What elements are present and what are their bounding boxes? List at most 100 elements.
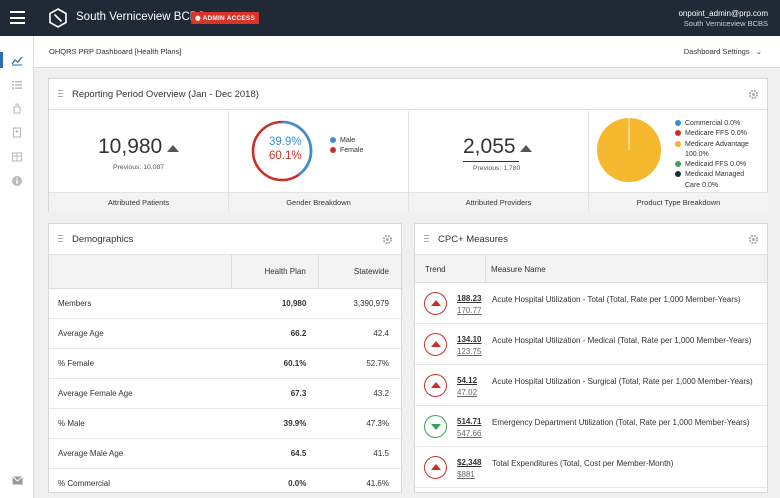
female-percent: 60.1%: [269, 150, 302, 162]
table-icon[interactable]: [11, 151, 23, 163]
providers-value: 2,055: [463, 135, 516, 158]
trend-indicator-icon: [424, 456, 447, 479]
row-label: % Male: [49, 408, 232, 439]
female-dot-icon: [330, 147, 336, 154]
legend-male: Male: [330, 136, 363, 146]
measure-row[interactable]: 134.10 123.75 Acute Hospital Utilization -…: [415, 324, 767, 365]
trend-indicator-icon: [424, 415, 447, 438]
measure-row[interactable]: $2,348 $881 Total Expenditures (Total, Cos…: [415, 447, 767, 488]
measure-name: Total Expenditures (Total, Cost per Memb…: [492, 459, 674, 468]
row-label: Members: [49, 288, 232, 319]
table-row: Average Male Age 64.5 41.5: [49, 438, 401, 469]
measure-name: Emergency Department Utilization (Total,…: [492, 418, 750, 427]
measure-previous-value[interactable]: 123.75: [457, 347, 482, 356]
health-plan-value: 39.9%: [231, 408, 319, 439]
list-icon[interactable]: [11, 79, 23, 91]
row-label: Average Female Age: [49, 378, 232, 409]
measure-current-value[interactable]: 134.10: [457, 335, 482, 344]
legend-item: Medicaid Managed: [675, 170, 749, 180]
measure-previous-value[interactable]: 47.02: [457, 388, 478, 397]
admin-access-badge: ◉ ADMIN ACCESS: [191, 12, 259, 24]
arrow-up-icon: [430, 464, 441, 470]
drag-handle-icon[interactable]: [58, 235, 63, 244]
legend-spacer: [675, 151, 681, 157]
building-icon[interactable]: [11, 126, 23, 138]
drag-handle-icon[interactable]: [424, 235, 429, 244]
trend-up-icon: [167, 145, 179, 152]
cpc-header: CPC+ Measures: [415, 224, 767, 255]
health-plan-value: 10,980: [231, 288, 319, 319]
logo-icon: [49, 8, 67, 28]
measure-current-value[interactable]: 54.12: [457, 376, 478, 385]
cpc-title: CPC+ Measures: [438, 234, 508, 245]
dashboard-settings-dropdown[interactable]: Dashboard Settings ⌄: [683, 47, 762, 56]
patients-label: Attributed Patients: [49, 192, 228, 212]
demographics-table: Health Plan Statewide Members 10,980 3,390…: [49, 255, 401, 492]
demographics-header: Demographics: [49, 224, 401, 255]
measure-previous-value[interactable]: 547.66: [457, 429, 482, 438]
measure-row[interactable]: 514.71 547.66 Emergency Department Utiliza…: [415, 406, 767, 447]
sub-header: OHQRS PRP Dashboard [Health Plans] Dashb…: [34, 36, 780, 68]
column-header-label: [49, 255, 233, 289]
value-underline: [463, 161, 519, 162]
gear-icon[interactable]: [748, 234, 759, 245]
gear-icon[interactable]: [748, 89, 759, 100]
hand-icon[interactable]: [11, 102, 23, 114]
product-type-card: Commercial 0.0% Medicare FFS 0.0% Medicare…: [589, 111, 768, 212]
statewide-value: 42.4: [318, 318, 401, 349]
top-navbar: South Verniceview BCBS ◉ ADMIN ACCESS on…: [0, 0, 780, 36]
info-icon[interactable]: [11, 175, 23, 187]
arrow-down-icon: [430, 424, 441, 430]
column-header-statewide[interactable]: Statewide: [318, 255, 401, 289]
sidebar-active-indicator: [0, 52, 3, 68]
user-menu[interactable]: onpoint_admin@prp.com South Verniceview …: [678, 9, 768, 28]
mail-icon[interactable]: [12, 476, 23, 485]
measure-row[interactable]: 188.23 170.77 Acute Hospital Utilization -…: [415, 283, 767, 324]
table-row: % Female 60.1% 52.7%: [49, 348, 401, 379]
cpc-measures-panel: CPC+ Measures Trend Measure Name 188.23 1…: [414, 223, 768, 493]
legend-dot-icon: [675, 140, 681, 147]
legend-dot-icon: [675, 161, 681, 168]
statewide-value: 3,390,979: [318, 288, 401, 319]
male-percent: 39.9%: [269, 136, 302, 148]
measure-name: Acute Hospital Utilization - Surgical (T…: [492, 377, 753, 386]
legend-item: Commercial 0.0%: [675, 119, 749, 129]
legend-item: Medicare FFS 0.0%: [675, 129, 749, 139]
column-divider: [485, 255, 486, 283]
eye-icon: ◉: [195, 15, 201, 22]
column-header-health-plan[interactable]: Health Plan: [231, 255, 319, 289]
measure-previous-value[interactable]: $881: [457, 470, 475, 479]
demographics-title: Demographics: [72, 234, 134, 245]
male-dot-icon: [330, 137, 336, 143]
gear-icon[interactable]: [382, 234, 393, 245]
row-label: Average Male Age: [49, 438, 232, 469]
chart-line-icon[interactable]: [11, 54, 23, 66]
sidebar: [0, 36, 34, 498]
user-org: South Verniceview BCBS: [683, 19, 768, 28]
trend-up-icon: [520, 145, 532, 152]
row-label: Average Age: [49, 318, 232, 349]
measure-previous-value[interactable]: 170.77: [457, 306, 482, 315]
dashboard-title: OHQRS PRP Dashboard [Health Plans]: [49, 47, 182, 56]
gender-label: Gender Breakdown: [229, 192, 408, 212]
legend-spacer: [675, 182, 681, 188]
column-header-trend: Trend: [425, 265, 446, 274]
drag-handle-icon[interactable]: [58, 90, 63, 99]
gender-legend: Male Female: [330, 136, 363, 157]
trend-indicator-icon: [424, 374, 447, 397]
hamburger-menu-icon[interactable]: [10, 11, 25, 24]
patients-previous: Previous: 10,087: [113, 164, 165, 171]
trend-indicator-icon: [424, 292, 447, 315]
table-header-row: Health Plan Statewide: [49, 255, 401, 289]
statewide-value: 47.3%: [318, 408, 401, 439]
user-email: onpoint_admin@prp.com: [678, 9, 768, 18]
measure-row[interactable]: 54.12 47.02 Acute Hospital Utilization - S…: [415, 365, 767, 406]
row-label: % Commercial: [49, 468, 232, 492]
legend-item: Care 0.0%: [675, 181, 749, 191]
table-row: % Male 39.9% 47.3%: [49, 408, 401, 439]
measure-current-value[interactable]: $2,348: [457, 458, 482, 467]
overview-title: Reporting Period Overview (Jan - Dec 201…: [72, 89, 259, 100]
measure-current-value[interactable]: 188.23: [457, 294, 482, 303]
patients-value: 10,980: [98, 135, 163, 158]
measure-current-value[interactable]: 514.71: [457, 417, 482, 426]
